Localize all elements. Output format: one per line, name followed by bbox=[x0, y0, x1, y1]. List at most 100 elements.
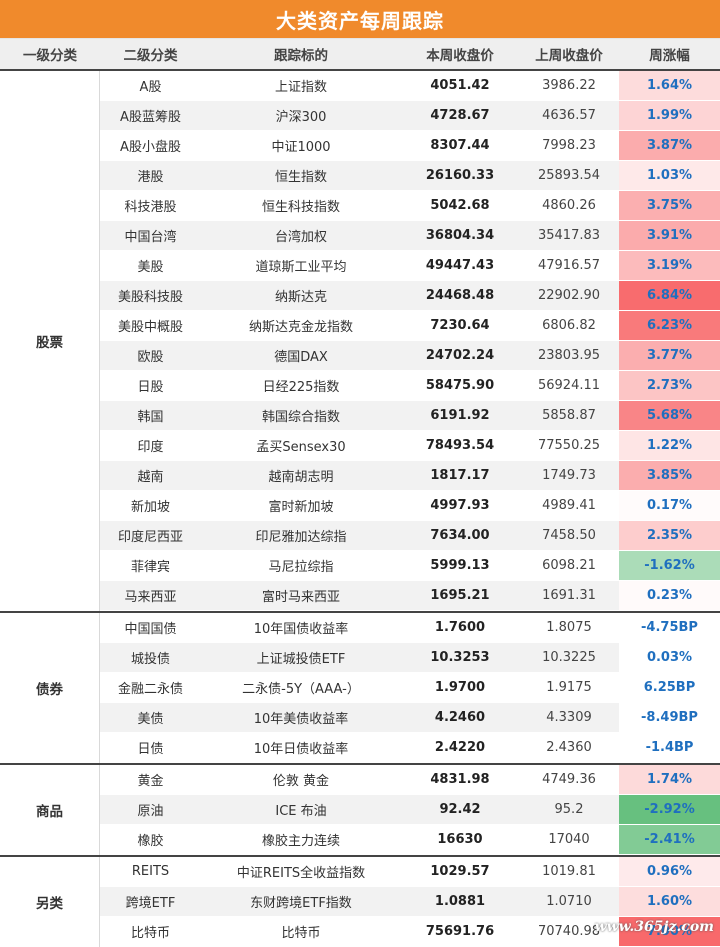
weekly-change-cell: 1.22% bbox=[619, 431, 720, 461]
weekly-change-cell: 2.35% bbox=[619, 521, 720, 551]
tracking-target-cell: 伦敦 黄金 bbox=[201, 765, 401, 795]
secondary-category-cell: 美股 bbox=[100, 251, 201, 281]
last-week-close-cell: 4860.26 bbox=[519, 191, 619, 221]
tracking-target-cell: 富时新加坡 bbox=[201, 491, 401, 521]
tracking-target-cell: 橡胶主力连续 bbox=[201, 825, 401, 855]
weekly-change-cell: 3.19% bbox=[619, 251, 720, 281]
this-week-close-cell: 5999.13 bbox=[401, 551, 519, 581]
this-week-close-cell: 4997.93 bbox=[401, 491, 519, 521]
this-week-close-cell: 4.2460 bbox=[401, 703, 519, 733]
secondary-category-cell: 跨境ETF bbox=[100, 887, 201, 917]
last-week-close-cell: 3986.22 bbox=[519, 71, 619, 101]
group-label: 另类 bbox=[0, 857, 100, 947]
tracking-target-cell: 纳斯达克 bbox=[201, 281, 401, 311]
last-week-close-cell: 47916.57 bbox=[519, 251, 619, 281]
tracking-target-cell: 道琼斯工业平均 bbox=[201, 251, 401, 281]
weekly-change-cell: 0.23% bbox=[619, 581, 720, 611]
weekly-change-cell: 6.84% bbox=[619, 281, 720, 311]
last-week-close-cell: 1.8075 bbox=[519, 613, 619, 643]
last-week-close-cell: 95.2 bbox=[519, 795, 619, 825]
last-week-close-cell: 1.0710 bbox=[519, 887, 619, 917]
this-week-close-cell: 49447.43 bbox=[401, 251, 519, 281]
header-secondary-category: 二级分类 bbox=[100, 39, 201, 69]
this-week-close-cell: 1.0881 bbox=[401, 887, 519, 917]
secondary-category-cell: 美债 bbox=[100, 703, 201, 733]
header-tracking-target: 跟踪标的 bbox=[201, 39, 401, 69]
last-week-close-cell: 25893.54 bbox=[519, 161, 619, 191]
secondary-category-cell: 新加坡 bbox=[100, 491, 201, 521]
table-header: 一级分类 二级分类 跟踪标的 本周收盘价 上周收盘价 周涨幅 bbox=[0, 38, 720, 71]
secondary-category-cell: 美股中概股 bbox=[100, 311, 201, 341]
last-week-close-cell: 4749.36 bbox=[519, 765, 619, 795]
secondary-category-cell: 欧股 bbox=[100, 341, 201, 371]
last-week-close-cell: 2.4360 bbox=[519, 733, 619, 763]
tracking-target-cell: 马尼拉综指 bbox=[201, 551, 401, 581]
tracking-target-cell: 比特币 bbox=[201, 917, 401, 947]
secondary-category-cell: 金融二永债 bbox=[100, 673, 201, 703]
weekly-change-cell: 2.73% bbox=[619, 371, 720, 401]
this-week-close-cell: 36804.34 bbox=[401, 221, 519, 251]
this-week-close-cell: 8307.44 bbox=[401, 131, 519, 161]
this-week-close-cell: 1695.21 bbox=[401, 581, 519, 611]
secondary-category-cell: REITS bbox=[100, 857, 201, 887]
tracking-target-cell: 10年日债收益率 bbox=[201, 733, 401, 763]
last-week-close-cell: 23803.95 bbox=[519, 341, 619, 371]
secondary-category-cell: 越南 bbox=[100, 461, 201, 491]
this-week-close-cell: 75691.76 bbox=[401, 917, 519, 947]
this-week-close-cell: 6191.92 bbox=[401, 401, 519, 431]
last-week-close-cell: 1691.31 bbox=[519, 581, 619, 611]
tracking-target-cell: 上证指数 bbox=[201, 71, 401, 101]
this-week-close-cell: 4831.98 bbox=[401, 765, 519, 795]
last-week-close-cell: 1749.73 bbox=[519, 461, 619, 491]
tracking-target-cell: 恒生科技指数 bbox=[201, 191, 401, 221]
secondary-category-cell: 科技港股 bbox=[100, 191, 201, 221]
weekly-change-cell: 6.23% bbox=[619, 311, 720, 341]
last-week-close-cell: 7458.50 bbox=[519, 521, 619, 551]
secondary-category-cell: 日股 bbox=[100, 371, 201, 401]
secondary-category-cell: 原油 bbox=[100, 795, 201, 825]
header-primary-category: 一级分类 bbox=[0, 39, 100, 69]
this-week-close-cell: 24702.24 bbox=[401, 341, 519, 371]
tracking-target-cell: 东财跨境ETF指数 bbox=[201, 887, 401, 917]
tracking-target-cell: 日经225指数 bbox=[201, 371, 401, 401]
last-week-close-cell: 5858.87 bbox=[519, 401, 619, 431]
last-week-close-cell: 35417.83 bbox=[519, 221, 619, 251]
this-week-close-cell: 58475.90 bbox=[401, 371, 519, 401]
secondary-category-cell: 中国台湾 bbox=[100, 221, 201, 251]
weekly-change-cell: 0.17% bbox=[619, 491, 720, 521]
last-week-close-cell: 4.3309 bbox=[519, 703, 619, 733]
secondary-category-cell: 日债 bbox=[100, 733, 201, 763]
header-last-week-close: 上周收盘价 bbox=[519, 39, 619, 69]
weekly-change-cell: 3.75% bbox=[619, 191, 720, 221]
header-this-week-close: 本周收盘价 bbox=[401, 39, 519, 69]
tracking-target-cell: 韩国综合指数 bbox=[201, 401, 401, 431]
this-week-close-cell: 24468.48 bbox=[401, 281, 519, 311]
last-week-close-cell: 4989.41 bbox=[519, 491, 619, 521]
weekly-change-cell: 3.91% bbox=[619, 221, 720, 251]
this-week-close-cell: 5042.68 bbox=[401, 191, 519, 221]
this-week-close-cell: 7230.64 bbox=[401, 311, 519, 341]
secondary-category-cell: 马来西亚 bbox=[100, 581, 201, 611]
this-week-close-cell: 4051.42 bbox=[401, 71, 519, 101]
